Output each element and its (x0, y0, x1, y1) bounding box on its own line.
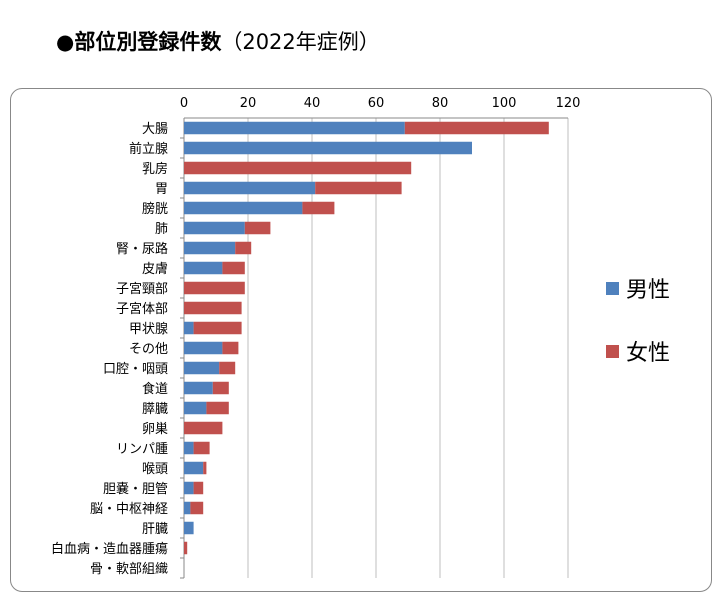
x-tick-label: 20 (240, 96, 257, 111)
x-tick-label: 60 (368, 96, 385, 111)
category-label: 口腔・咽頭 (103, 362, 168, 377)
category-label: その他 (129, 342, 168, 357)
category-label: 卵巣 (142, 422, 168, 437)
category-label: 肝臓 (142, 522, 168, 537)
bar-female (222, 341, 239, 355)
title-sub: （2022年症例） (221, 30, 380, 54)
legend-swatch (606, 282, 619, 295)
title-main: ●部位別登録件数 (56, 30, 222, 54)
bar-female (244, 221, 271, 235)
bar-male (184, 261, 223, 275)
bar-female (302, 201, 335, 215)
bar-male (184, 321, 194, 335)
bar-male (184, 441, 194, 455)
x-tick-label: 80 (432, 96, 449, 111)
legend-label: 男性 (626, 278, 670, 303)
category-label: 皮膚 (142, 261, 168, 277)
category-label: 肺 (155, 222, 168, 237)
bar-female (184, 281, 245, 295)
category-label: 食道 (142, 381, 168, 397)
bar-male (184, 341, 223, 355)
bar-female (235, 241, 252, 255)
bar-male (184, 481, 194, 495)
category-label: 膀胱 (142, 201, 168, 217)
bar-male (184, 361, 220, 375)
bar-male (184, 181, 316, 195)
x-tick-label: 0 (180, 96, 188, 111)
bar-female (193, 441, 210, 455)
bar-female (193, 481, 204, 495)
bar-female (184, 421, 223, 435)
category-label: 喉頭 (142, 462, 168, 477)
bar-male (184, 221, 245, 235)
category-label: 膵臓 (142, 402, 168, 417)
category-label: 胆嚢・胆管 (103, 481, 168, 497)
bar-male (184, 501, 191, 515)
category-label: 腎・尿路 (116, 241, 168, 257)
category-label: 子宮頸部 (116, 281, 168, 297)
x-tick-label: 40 (304, 96, 321, 111)
bar-male (184, 461, 204, 475)
category-label: リンパ腫 (116, 441, 168, 457)
category-label: 甲状腺 (129, 322, 168, 337)
category-label: 前立腺 (129, 141, 168, 157)
bar-female (190, 501, 204, 515)
category-label: 子宮体部 (116, 301, 168, 317)
bar-female (193, 321, 242, 335)
legend-label: 女性 (626, 341, 670, 366)
category-label: 大腸 (142, 122, 168, 137)
category-label: 脳・中枢神経 (90, 502, 168, 517)
x-tick-label: 100 (492, 96, 517, 111)
bar-female (203, 461, 207, 475)
bar-male (184, 201, 303, 215)
bar-female (184, 301, 242, 315)
category-label: 骨・軟部組織 (90, 561, 168, 577)
bar-female (184, 161, 412, 175)
x-tick-label: 120 (556, 96, 581, 111)
bar-female (404, 121, 549, 135)
page-title: ●部位別登録件数（2022年症例） (56, 26, 380, 56)
bar-male (184, 121, 405, 135)
bar-female (315, 181, 402, 195)
category-label: 乳房 (142, 161, 168, 177)
category-label: 胃 (155, 182, 168, 197)
chart-frame (10, 88, 712, 592)
category-label: 白血病・造血器腫瘍 (51, 541, 168, 557)
bar-female (222, 261, 245, 275)
bar-female (219, 361, 236, 375)
bar-male (184, 241, 236, 255)
bar-male (184, 141, 472, 155)
bar-female (212, 381, 229, 395)
bar-female (206, 401, 229, 415)
bar-male (184, 401, 207, 415)
bar-female (184, 541, 188, 555)
bar-male (184, 521, 194, 535)
bar-male (184, 381, 213, 395)
legend-swatch (606, 345, 619, 358)
